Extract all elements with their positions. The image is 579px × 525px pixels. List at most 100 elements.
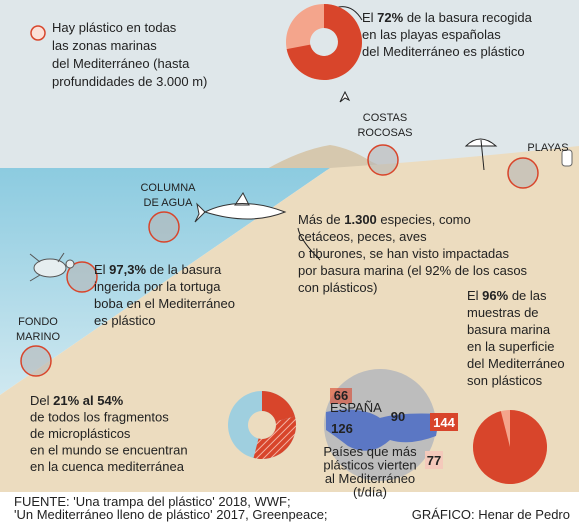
annotation: es plástico xyxy=(94,313,155,328)
map-caption: (t/día) xyxy=(353,485,387,500)
map-caption: Países que más xyxy=(323,444,417,459)
annotation-part: 72% xyxy=(377,10,403,25)
legend-icon xyxy=(30,25,46,41)
annotation-part: de microplásticos xyxy=(30,426,131,441)
annotation: Del 21% al 54% xyxy=(30,393,124,408)
annotation: boba en el Mediterráneo xyxy=(94,296,235,311)
footer-credit: GRÁFICO: Henar de Pedro xyxy=(412,507,570,522)
map-value: 77 xyxy=(427,453,441,468)
zone-label: PLAYAS xyxy=(527,142,568,154)
annotation: Más de 1.300 especies, como xyxy=(298,212,471,227)
spots xyxy=(20,144,539,377)
annotation: El 96% de las xyxy=(467,288,547,303)
annotation-part: con plásticos) xyxy=(298,280,377,295)
annotation: son plásticos xyxy=(467,373,543,388)
map-value: 90 xyxy=(391,409,405,424)
annotation: ingerida por la tortuga xyxy=(94,279,221,294)
annotation-part: o tiburones, se han visto impactadas xyxy=(298,246,510,261)
map-value: 126 xyxy=(331,421,353,436)
shark-icon xyxy=(194,192,287,223)
annotation-part: 96% xyxy=(482,288,508,303)
annotation-part: boba en el Mediterráneo xyxy=(94,296,235,311)
annotation: de microplásticos xyxy=(30,426,131,441)
umbrella-icon xyxy=(464,138,498,171)
annotation-part: por basura marina (el 92% de los casos xyxy=(298,263,528,278)
map-caption: al Mediterráneo xyxy=(325,471,415,486)
annotation: con plásticos) xyxy=(298,280,377,295)
annotation-part: cetáceos, peces, aves xyxy=(298,229,427,244)
pie-slice xyxy=(473,410,547,485)
legend-text-part: del Mediterráneo (hasta xyxy=(52,56,190,71)
annotation: por basura marina (el 92% de los casos xyxy=(298,263,528,278)
annotation-part: El xyxy=(362,10,377,25)
bird-icon xyxy=(339,90,351,103)
map-value: 66 xyxy=(334,388,348,403)
annotation-part: de la basura xyxy=(146,262,222,277)
annotation: del Mediterráneo es plástico xyxy=(362,44,525,59)
range-high xyxy=(253,416,296,459)
annotation-part: ingerida por la tortuga xyxy=(94,279,221,294)
pie-slice xyxy=(286,4,363,80)
annotation-part: basura marina xyxy=(467,322,551,337)
annotation-part: son plásticos xyxy=(467,373,543,388)
legend-text: Hay plástico en todas xyxy=(52,20,177,35)
annotation-part: de la basura recogida xyxy=(403,10,532,25)
zone-label: COLUMNA xyxy=(140,182,196,194)
pie-charts xyxy=(227,4,547,485)
map-caption: plásticos vierten xyxy=(323,458,416,473)
annotation-part: de las xyxy=(508,288,547,303)
annotation-part: muestras de xyxy=(467,305,539,320)
annotation-part: en el mundo se encuentran xyxy=(30,443,188,458)
annotation-part: en la cuenca mediterránea xyxy=(30,459,185,474)
annotation-part: El xyxy=(94,262,109,277)
legend-text-part: las zonas marinas xyxy=(52,38,157,53)
map-country: ESPAÑA xyxy=(330,400,382,415)
annotation: en las playas españolas xyxy=(362,27,501,42)
legend-text-part: Hay plástico en todas xyxy=(52,20,177,35)
annotation-part: El xyxy=(467,288,482,303)
annotation: en el mundo se encuentran xyxy=(30,443,188,458)
annotation: en la cuenca mediterránea xyxy=(30,459,185,474)
legend-text-part: profundidades de 3.000 m) xyxy=(52,74,207,89)
footer-source: 'Un Mediterráneo lleno de plástico' 2017… xyxy=(14,507,328,522)
annotation-part: especies, como xyxy=(377,212,471,227)
zone-label: DE AGUA xyxy=(144,197,194,209)
zone-label: COSTAS xyxy=(363,112,407,124)
mountain xyxy=(265,145,390,170)
footer-source: FUENTE: 'Una trampa del plástico' 2018, … xyxy=(14,494,291,509)
annotation: basura marina xyxy=(467,322,551,337)
annotation-part: en las playas españolas xyxy=(362,27,501,42)
annotation-part: 97,3% xyxy=(109,262,146,277)
annotation-part: Del xyxy=(30,393,53,408)
map xyxy=(324,369,458,481)
turtle-icon xyxy=(29,252,75,282)
annotation: El 97,3% de la basura xyxy=(94,262,222,277)
annotation: cetáceos, peces, aves xyxy=(298,229,427,244)
legend-text: profundidades de 3.000 m) xyxy=(52,74,207,89)
range-low xyxy=(262,391,295,422)
annotation: del Mediterráneo xyxy=(467,356,565,371)
legend-text: del Mediterráneo (hasta xyxy=(52,56,190,71)
sand xyxy=(0,146,579,492)
annotation-part: en la superficie xyxy=(467,339,554,354)
annotation: muestras de xyxy=(467,305,539,320)
zone-label: FONDO xyxy=(18,316,58,328)
annotation-part: es plástico xyxy=(94,313,155,328)
annotation-part: de todos los fragmentos xyxy=(30,410,169,425)
zone-label: ROCOSAS xyxy=(357,127,412,139)
legend-text: las zonas marinas xyxy=(52,38,157,53)
annotation: El 72% de la basura recogida xyxy=(362,10,533,25)
bottle-icon xyxy=(561,149,573,167)
annotation: en la superficie xyxy=(467,339,554,354)
map-value: 144 xyxy=(433,415,455,430)
annotation-part: 1.300 xyxy=(344,212,377,227)
annotation-part: del Mediterráneo es plástico xyxy=(362,44,525,59)
annotation: de todos los fragmentos xyxy=(30,410,169,425)
annotation-part: 21% al 54% xyxy=(53,393,124,408)
texts: Hay plástico en todas las zonas marinas de… xyxy=(14,10,570,522)
zone-label: MARINO xyxy=(16,331,60,343)
annotation-part: del Mediterráneo xyxy=(467,356,565,371)
annotation: o tiburones, se han visto impactadas xyxy=(298,246,510,261)
annotation-part: Más de xyxy=(298,212,344,227)
